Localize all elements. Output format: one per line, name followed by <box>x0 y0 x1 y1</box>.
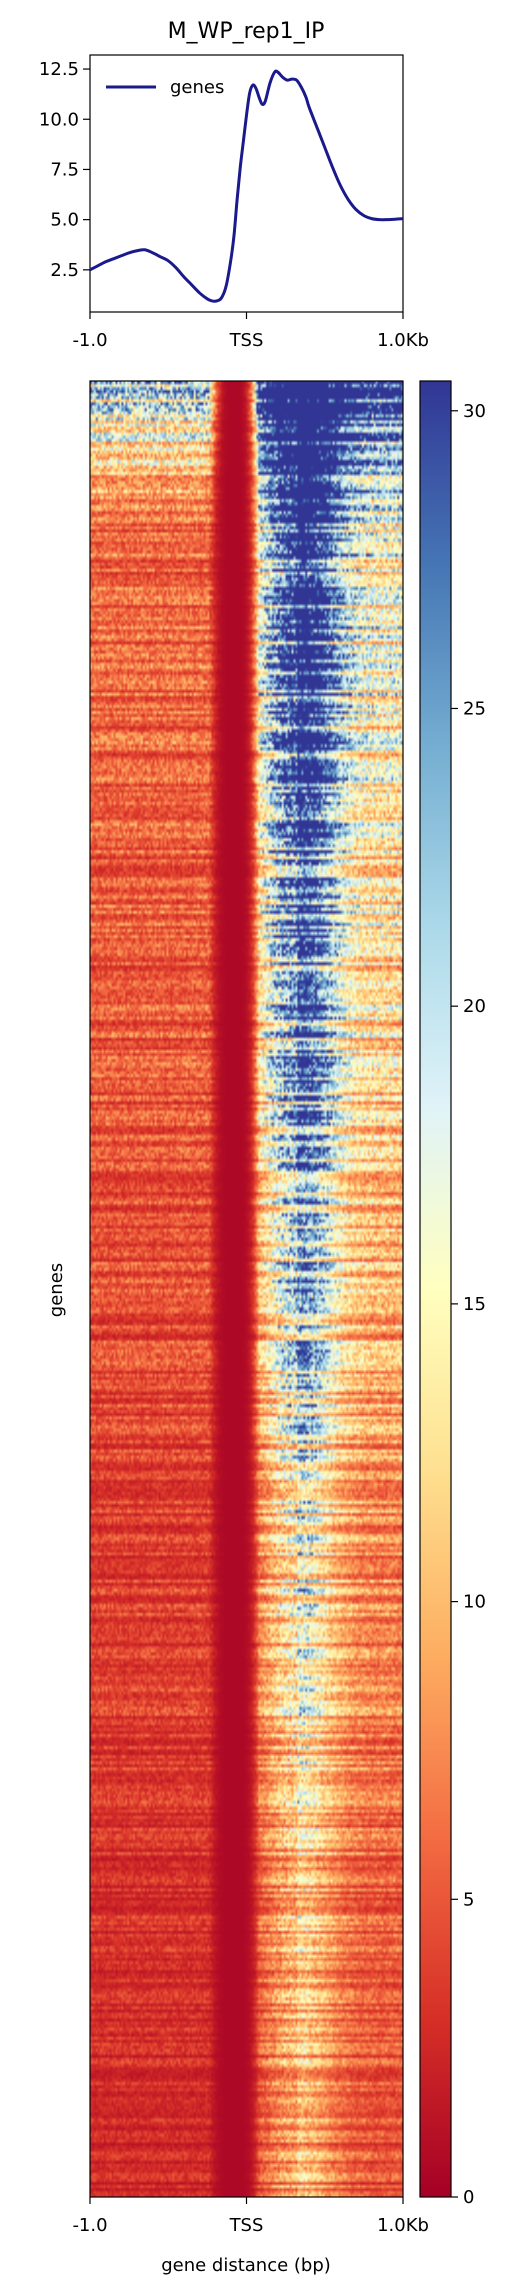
profile-y-tick-label: 12.5 <box>39 59 79 80</box>
profile-y-tick-label: 5.0 <box>50 210 79 231</box>
colorbar: 0 5 10 15 20 25 30 <box>419 380 486 2208</box>
colorbar-tick-label: 25 <box>463 698 486 719</box>
profile-y-tick-label: 10.0 <box>39 109 79 130</box>
heatmap-x-tick-label: TSS <box>229 2215 264 2236</box>
colorbar-tick-label: 0 <box>463 2187 474 2208</box>
profile-axes-frame <box>89 54 404 313</box>
colorbar-tick-label: 5 <box>463 1889 474 1910</box>
profile-x-tick-label: -1.0 <box>72 330 107 351</box>
profile-y-tick-label: 2.5 <box>50 260 79 281</box>
profile-y-axis: 2.5 5.0 7.5 10.0 12.5 <box>39 59 90 281</box>
heatmap-x-tick-label: -1.0 <box>72 2215 107 2236</box>
colorbar-tick-label: 20 <box>463 996 486 1017</box>
heatmap-x-tick-label: 1.0Kb <box>377 2215 429 2236</box>
colorbar-gradient <box>419 380 452 2198</box>
heatmap-x-axis: -1.0 TSS 1.0Kb <box>72 2197 429 2236</box>
heatmap-raster <box>90 381 403 2197</box>
colorbar-axis: 0 5 10 15 20 25 30 <box>451 401 486 2208</box>
profile-x-tick-label: 1.0Kb <box>377 330 429 351</box>
heatmap-image <box>90 381 403 2197</box>
colorbar-tick-label: 10 <box>463 1592 486 1613</box>
profile-plot: 2.5 5.0 7.5 10.0 12.5 -1.0 TSS 1.0Kb genes <box>39 54 429 351</box>
profile-x-tick-label: TSS <box>229 330 264 351</box>
heatmap-y-label: genes <box>46 1263 67 1317</box>
legend-label-genes: genes <box>170 77 224 98</box>
profile-y-tick-label: 7.5 <box>50 159 79 180</box>
heatmap-plot: -1.0 TSS 1.0Kb gene distance (bp) genes <box>46 380 429 2276</box>
heatmap-x-label: gene distance (bp) <box>161 2255 331 2276</box>
colorbar-tick-label: 30 <box>463 401 486 422</box>
profile-line-genes <box>89 69 404 303</box>
profile-legend: genes <box>106 77 224 98</box>
profile-x-axis: -1.0 TSS 1.0Kb <box>72 312 429 351</box>
colorbar-tick-label: 15 <box>463 1294 486 1315</box>
profile-title: M_WP_rep1_IP <box>168 19 325 44</box>
